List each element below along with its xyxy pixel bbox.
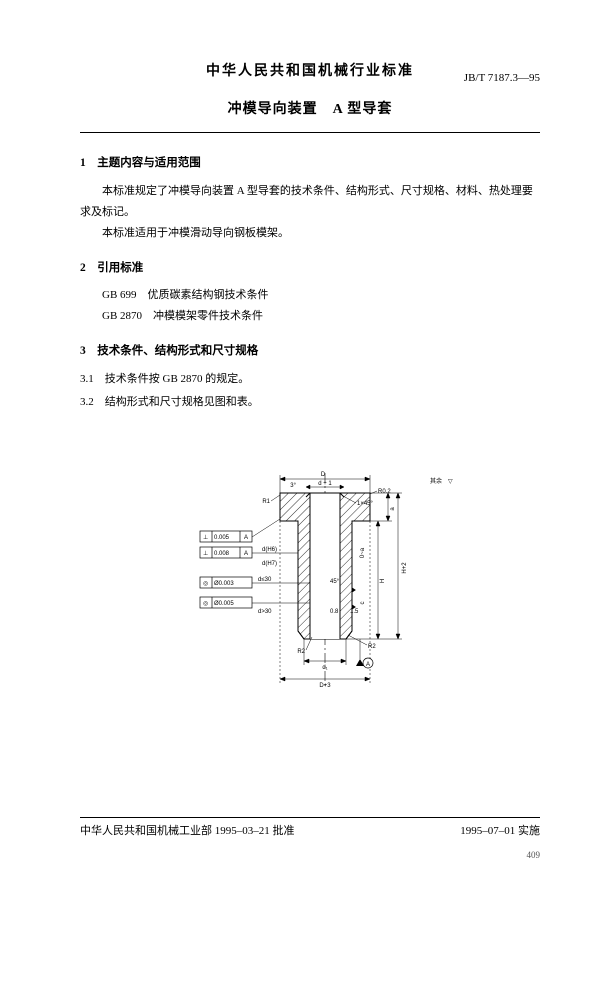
technical-diagram: D d + 1 R0.2 1×45° 3° R1 [80,453,540,723]
dim-R1: R1 [262,499,270,505]
gtol-4-val: Ø0.005 [214,601,234,607]
dim-oil-15: 1.5 [350,609,359,615]
datum-A: A [366,662,370,668]
footer-effective: 1995–07–01 实施 [460,822,540,838]
footer-approval: 中华人民共和国机械工业部 1995–03–21 批准 [80,822,295,838]
dim-R2: R2 [297,649,305,655]
section-1-p2: 本标准适用于冲模滑动导向钢板模架。 [80,223,540,244]
ref-1-code: GB 699 [102,289,137,301]
footer-bar: 中华人民共和国机械工业部 1995–03–21 批准 1995–07–01 实施 [80,817,540,838]
header-rule [80,132,540,133]
gtol-conc-icon: ◎ [203,581,208,587]
dim-dH7: d(H7) [262,561,277,567]
dim-a: a [390,506,396,510]
section-1-p1: 本标准规定了冲模导向装置 A 型导套的技术条件、结构形式、尺寸规格、材料、热处理… [80,181,540,223]
dim-dle30: d≤30 [258,577,272,583]
dim-D: D [321,472,326,478]
header-block: 中华人民共和国机械行业标准 JB/T 7187.3—95 冲模导向装置 A 型导… [80,60,540,133]
surface-symbol-icon: ▽ [448,479,453,485]
dim-dH6: d(H6) [262,547,277,553]
dim-c: c [360,601,366,604]
gtol-1-datum: A [244,535,248,541]
gtol-perp-icon: ⊥ [203,534,208,541]
gtol-1-val: 0.005 [214,535,230,541]
dim-3deg: 3° [290,483,296,489]
dim-d-plus-1: d + 1 [318,481,332,487]
dim-d1: d₁ [322,665,327,671]
dim-R2b: R2 [368,644,376,650]
page-number: 409 [527,850,541,860]
dim-Hplus2: H+2 [402,562,408,574]
dim-H: H [380,579,386,583]
dim-0a: 0~a [360,547,366,558]
ref-2-title: 冲模模架零件技术条件 [153,310,263,322]
gtol-conc-icon-2: ◎ [203,601,208,607]
document-title: 冲模导向装置 A 型导套 [80,98,540,118]
ref-2-code: GB 2870 [102,310,142,322]
gtol-2-val: 0.008 [214,551,230,557]
section-2-head: 2 引用标准 [80,258,540,280]
ref-1-title: 优质碳素结构钢技术条件 [148,289,269,301]
note-other-surfaces: 其余 [430,477,442,485]
gtol-3-val: Ø0.003 [214,581,234,587]
bushing-section-drawing: D d + 1 R0.2 1×45° 3° R1 [150,453,470,713]
ref-1: GB 699 优质碳素结构钢技术条件 [102,285,540,306]
document-page: 中华人民共和国机械行业标准 JB/T 7187.3—95 冲模导向装置 A 型导… [0,0,600,888]
body-sections: 1 主题内容与适用范围 本标准规定了冲模导向装置 A 型导套的技术条件、结构形式… [80,153,540,413]
gtol-2-datum: A [244,551,248,557]
gtol-perp-icon-2: ⊥ [203,550,208,557]
ref-2: GB 2870 冲模模架零件技术条件 [102,306,540,327]
dim-chamfer: 1×45° [357,501,374,507]
section-3-head: 3 技术条件、结构形式和尺寸规格 [80,341,540,363]
dim-45: 45° [330,579,340,585]
dim-Dplus3: D+3 [319,683,331,689]
dim-dgt30: d>30 [258,609,272,615]
section-3-1: 3.1 技术条件按 GB 2870 的规定。 [80,369,540,390]
dim-R02: R0.2 [378,489,391,495]
dim-oil-08: 0.8 [330,609,339,615]
section-1-head: 1 主题内容与适用范围 [80,153,540,175]
standard-code: JB/T 7187.3—95 [464,72,540,84]
section-3-2: 3.2 结构形式和尺寸规格见图和表。 [80,392,540,413]
